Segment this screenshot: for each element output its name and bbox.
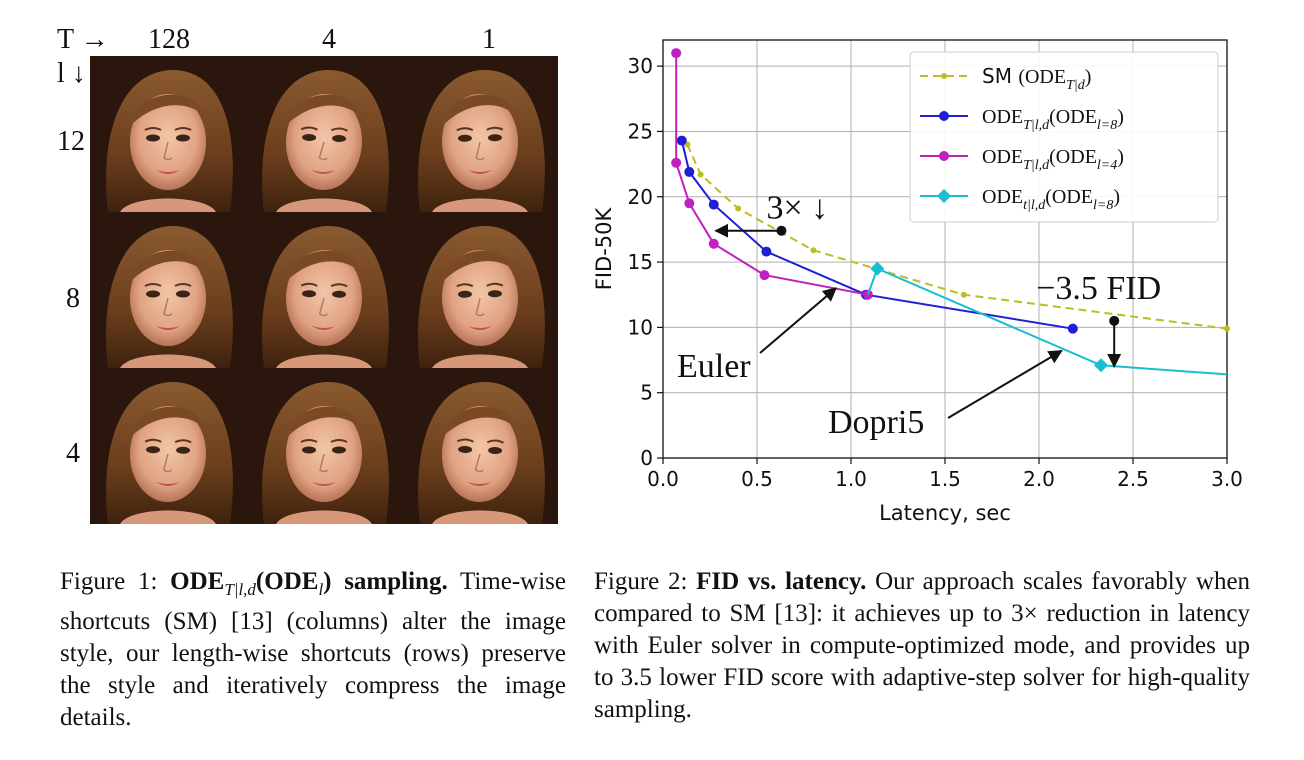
x-tick-label: 3.0 (1211, 467, 1243, 491)
row-label: 8 (66, 283, 80, 314)
legend-swatch-marker (937, 189, 951, 203)
caption-title: ODET|l,d(ODEl) sampling. (170, 568, 448, 599)
top-axis-label: T → (57, 24, 109, 55)
data-point (671, 157, 682, 168)
face-sample-image (90, 56, 246, 212)
legend-entry: ODET|l,d(ODEl=8) (982, 106, 1124, 133)
legend-swatch-marker (939, 151, 949, 161)
annotation-label: −3.5 FID (1036, 270, 1161, 307)
face-sample-image (402, 56, 558, 212)
series-line (686, 144, 1227, 330)
x-tick-label: 0.5 (741, 467, 773, 491)
legend-entry: SM (ODET|d) (982, 64, 1091, 93)
legend-box (909, 51, 1219, 223)
x-tick-label: 2.0 (1023, 467, 1055, 491)
caption-body: Time-wise shortcuts (SM) [13] (columns) … (60, 568, 566, 731)
y-tick-label: 20 (628, 185, 653, 209)
series-line (680, 140, 1073, 330)
legend-swatch-marker (939, 111, 949, 121)
data-point (684, 198, 695, 209)
data-point (676, 135, 687, 146)
row-label: 4 (66, 438, 80, 469)
data-point (862, 289, 873, 300)
column-label: 4 (322, 24, 336, 55)
x-tick-label: 2.5 (1117, 467, 1149, 491)
x-axis-label: Latency, sec (879, 501, 1011, 525)
column-label: 1 (482, 24, 496, 55)
data-point (810, 247, 817, 254)
series-line (866, 267, 1227, 376)
caption-number: Figure 1: (60, 568, 158, 595)
data-point (759, 270, 770, 281)
figure-2-caption: Figure 2: FID vs. latency. Our approach … (594, 566, 1250, 726)
caption-body: Our approach scales favorably when compa… (594, 568, 1251, 723)
x-tick-label: 1.0 (835, 467, 867, 491)
data-point (708, 199, 719, 210)
y-tick-label: 25 (628, 119, 653, 143)
data-point (708, 238, 719, 249)
data-point (1094, 358, 1109, 373)
data-point (671, 48, 682, 59)
data-point (684, 166, 695, 177)
face-sample-image (246, 56, 402, 212)
face-sample-image (90, 368, 246, 524)
data-point (735, 205, 742, 212)
legend-entry: ODET|l,d(ODEl=4) (982, 146, 1124, 173)
caption-number: Figure 2: (594, 568, 688, 595)
face-sample-image (402, 368, 558, 524)
figure-1-caption: Figure 1: ODET|l,d(ODEl) sampling. Time-… (60, 566, 566, 734)
data-point (960, 291, 967, 298)
series-line (675, 53, 869, 296)
face-sample-image (246, 368, 402, 524)
data-point (761, 246, 772, 257)
chart-svg: 0.0 0.5 1.0 1.5 2.0 2.5 3.0 0 5 10 15 20 25 30 Latency… (592, 39, 1243, 525)
annotation-arrow (947, 350, 1063, 419)
caption-title: FID vs. latency. (696, 568, 867, 595)
annotation-label: Dopri5 (828, 404, 924, 441)
x-tick-label: 1.5 (929, 467, 961, 491)
x-tick-label: 0.0 (647, 467, 679, 491)
face-sample-image (402, 212, 558, 368)
legend-swatch-marker (941, 73, 947, 79)
face-sample-image (246, 212, 402, 368)
y-tick-label: 0 (640, 446, 653, 470)
data-point (1067, 323, 1078, 334)
legend-entry: ODEt|l,d(ODEl=8) (982, 186, 1120, 213)
annotation-label: Euler (677, 348, 751, 385)
y-axis-label: FID-50K (592, 207, 616, 291)
face-sample-grid (90, 56, 558, 524)
data-point (697, 171, 704, 178)
y-tick-label: 15 (628, 250, 653, 274)
face-sample-image (90, 212, 246, 368)
data-point (870, 261, 885, 276)
y-tick-label: 30 (628, 54, 653, 78)
row-label: 12 (57, 126, 85, 157)
fid-latency-chart: 0.0 0.5 1.0 1.5 2.0 2.5 3.0 0 5 10 15 20 25 30 Latency… (580, 20, 1280, 530)
annotation-arrow (759, 287, 838, 354)
data-point (1224, 325, 1230, 332)
annotation-label: 3× ↓ (766, 190, 828, 227)
left-axis-label: l ↓ (57, 58, 86, 89)
y-tick-label: 5 (640, 381, 653, 405)
column-label: 128 (148, 24, 190, 55)
y-tick-label: 10 (628, 315, 653, 339)
